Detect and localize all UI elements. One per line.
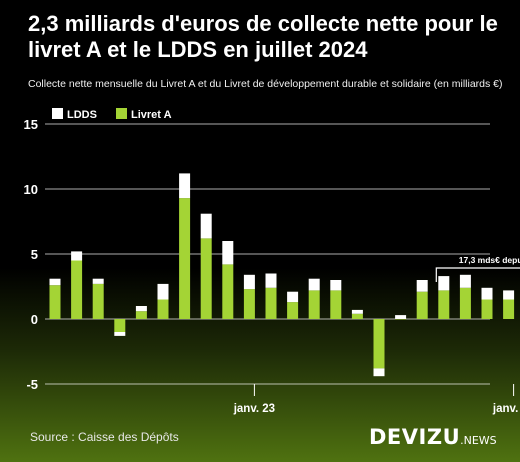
bar-ldds <box>157 283 169 300</box>
bar-ldds <box>114 332 126 336</box>
y-tick-label: 10 <box>24 182 38 197</box>
source-note: Source : Caisse des Dépôts <box>30 430 179 444</box>
bar-livret-a <box>395 319 407 320</box>
bar-ldds <box>481 287 493 300</box>
annotation-label: 17,3 mds€ depuis janvier <box>459 255 520 265</box>
bar-livret-a <box>157 299 169 319</box>
bar-livret-a <box>200 238 212 319</box>
bar-livret-a <box>438 290 450 319</box>
bar-ldds <box>200 213 212 239</box>
bar-livret-a <box>373 319 385 369</box>
chart-subtitle: Collecte nette mensuelle du Livret A et … <box>28 78 503 90</box>
bar-livret-a <box>71 260 83 319</box>
bar-ldds <box>395 315 407 319</box>
bar-livret-a <box>114 319 126 332</box>
y-tick-label: 5 <box>31 247 38 262</box>
bar-livret-a <box>243 289 255 319</box>
bar-ldds <box>243 274 255 290</box>
bar-ldds <box>92 278 104 284</box>
bar-ldds <box>459 274 471 288</box>
bar-livret-a <box>481 299 493 319</box>
annotation-bracket <box>435 267 520 282</box>
bar-livret-a <box>287 302 299 319</box>
bar-livret-a <box>330 290 342 319</box>
y-tick-label: -5 <box>26 377 38 392</box>
bar-ldds <box>351 309 363 314</box>
y-tick-label: 15 <box>24 117 38 132</box>
bar-ldds <box>330 280 342 291</box>
brand-logo-suffix: .NEWS <box>460 434 497 447</box>
bar-livret-a <box>179 198 191 319</box>
bar-ldds <box>49 278 61 286</box>
bar-livret-a <box>222 264 234 319</box>
brand-logo-main: DEVIZU <box>369 425 461 449</box>
bar-ldds <box>438 276 450 291</box>
legend-label: Livret A <box>131 109 172 121</box>
bar-ldds <box>71 251 83 261</box>
bar-ldds <box>308 278 320 291</box>
brand-logo: DEVIZU.NEWS <box>369 425 497 449</box>
bar-ldds <box>287 291 299 303</box>
x-tick-label: janv. 24 <box>492 403 520 415</box>
bar-ldds <box>179 173 191 199</box>
bar-livret-a <box>49 285 61 319</box>
y-tick-label: 0 <box>31 312 38 327</box>
chart-title: 2,3 milliards d'euros de collecte nette … <box>28 11 498 62</box>
bar-livret-a <box>135 311 147 319</box>
bar-livret-a <box>503 299 515 319</box>
x-tick-label: janv. 23 <box>233 403 275 415</box>
bar-livret-a <box>459 287 471 319</box>
bar-ldds <box>265 273 277 288</box>
bar-livret-a <box>308 290 320 319</box>
bar-ldds <box>373 368 385 377</box>
bar-livret-a <box>92 283 104 319</box>
legend-swatch <box>116 108 127 119</box>
bar-livret-a <box>416 291 428 319</box>
bar-ldds <box>416 280 428 292</box>
bar-ldds <box>222 241 234 265</box>
bar-ldds <box>135 306 147 312</box>
legend-swatch <box>52 108 63 119</box>
bar-livret-a <box>351 313 363 319</box>
bar-livret-a <box>265 287 277 319</box>
bar-ldds <box>503 290 515 300</box>
legend-label: LDDS <box>67 109 97 121</box>
